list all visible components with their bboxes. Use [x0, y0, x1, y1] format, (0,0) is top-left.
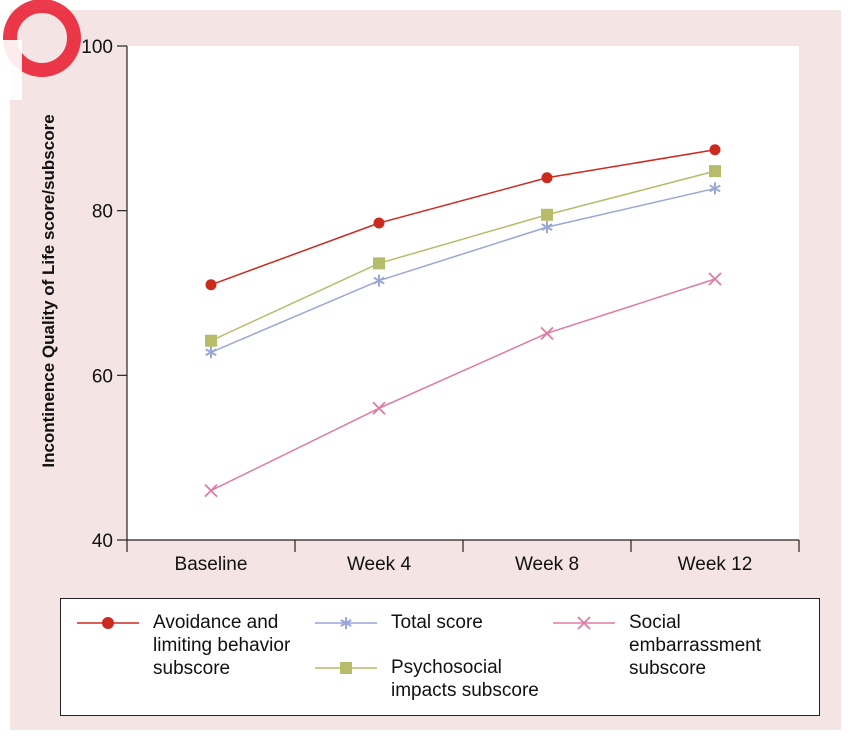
data-point-s0-1 — [373, 217, 385, 229]
data-point-s2-1 — [373, 257, 385, 270]
data-point-s2-3 — [709, 165, 721, 178]
y-tick-label: 80 — [92, 202, 113, 223]
data-point-s3-3 — [708, 272, 722, 286]
x-tick-label: Week 12 — [678, 554, 753, 575]
y-tick-label: 40 — [92, 531, 113, 552]
data-point-s3-2 — [540, 326, 554, 340]
legend-symbol-total — [315, 617, 377, 629]
legend-label-social: Social embarrassment subscore — [629, 612, 761, 679]
data-point-s0-3 — [709, 144, 721, 156]
data-point-s0-0 — [205, 279, 217, 291]
x-tick-label: Week 8 — [515, 554, 579, 575]
y-axis-label: Incontinence Quality of Life score/subsc… — [39, 114, 58, 468]
data-point-s3-1 — [372, 401, 386, 415]
data-point-s1-1 — [373, 274, 385, 287]
y-tick-label: 60 — [92, 366, 113, 387]
series-line-0 — [210, 149, 716, 286]
series-line-1 — [210, 187, 716, 353]
data-point-s2-0 — [205, 334, 217, 347]
data-point-s2-2 — [541, 208, 553, 221]
series-line-2 — [210, 170, 716, 342]
legend-symbol-avoidance — [77, 617, 139, 629]
watermark-ring — [3, 0, 81, 77]
data-point-s3-0 — [204, 483, 218, 498]
data-point-s1-0 — [205, 346, 217, 359]
legend-symbol-psychosocial — [315, 662, 377, 674]
legend-symbol-social — [553, 616, 615, 630]
legend-item-total: Total score — [311, 611, 483, 634]
legend-label-avoidance: Avoidance and limiting behavior subscore — [153, 612, 291, 679]
plot-background — [127, 46, 799, 540]
data-point-s1-2 — [541, 221, 553, 234]
series-line-3 — [210, 278, 716, 492]
watermark-bar — [0, 40, 22, 100]
legend-item-avoidance: Avoidance and limiting behavior subscore — [73, 611, 290, 680]
legend-label-psychosocial: Psychosocial impacts subscore — [391, 657, 539, 701]
x-tick-label: Week 4 — [347, 554, 412, 575]
y-tick-label: 100 — [81, 37, 113, 58]
x-tick-label: Baseline — [175, 554, 248, 575]
legend-item-social: Social embarrassment subscore — [549, 611, 761, 680]
data-point-s1-3 — [709, 182, 721, 195]
axes: 40 60 80 100 Baseline Week 4 Week 8 Week 12 — [81, 37, 800, 575]
legend: Avoidance and limiting behavior subscore… — [60, 598, 820, 716]
data-point-s0-2 — [541, 172, 553, 184]
legend-item-psychosocial: Psychosocial impacts subscore — [311, 656, 539, 702]
plot-area — [204, 144, 722, 498]
legend-label-total: Total score — [391, 612, 483, 633]
